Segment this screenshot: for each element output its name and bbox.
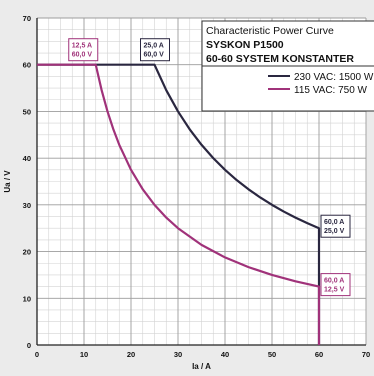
y-tick-label: 60 [23, 61, 31, 70]
annotation-text: 60,0 V [72, 52, 93, 59]
x-tick-label: 70 [362, 350, 370, 359]
annotation-text: 12,5 V [324, 287, 345, 294]
x-tick-label: 20 [127, 350, 135, 359]
legend-label-230: 230 VAC: 1500 W [294, 72, 374, 83]
y-tick-label: 40 [23, 154, 31, 163]
annotation-text: 60,0 A [324, 219, 344, 226]
chart-subtitle-line-1: SYSKON P1500 [206, 39, 284, 51]
y-tick-label: 50 [23, 107, 31, 116]
annotations: 12,5 A60,0 V25,0 A60,0 V60,0 A25,0 V60,0… [68, 38, 351, 297]
chart-title: Characteristic Power Curve [206, 25, 334, 37]
annotation-box: 12,5 A 60,0 V [68, 38, 99, 62]
annotation-box: 60,0 A 12,5 V [320, 273, 351, 297]
x-tick-label: 10 [80, 350, 88, 359]
annotation-frame [320, 273, 351, 297]
x-tick-label: 40 [221, 350, 229, 359]
annotation-text: 25,0 V [324, 228, 345, 235]
annotation-frame [140, 38, 170, 62]
annotation-text: 25,0 A [144, 43, 164, 50]
annotation-text: 60,0 V [144, 52, 165, 59]
annotation-frame [68, 38, 99, 62]
series [37, 63, 321, 345]
y-tick-label: 30 [23, 201, 31, 210]
x-tick-label: 0 [35, 350, 39, 359]
y-axis-label: Ua / V [3, 170, 12, 193]
chart-subtitle-line-2: 60-60 SYSTEM KONSTANTER [206, 53, 354, 65]
series-line-115vac [37, 63, 321, 345]
x-tick-label: 30 [174, 350, 182, 359]
annotation-text: 60,0 A [324, 278, 344, 285]
annotation-box: 60,0 A 25,0 V [320, 214, 351, 238]
annotation-text: 12,5 A [72, 43, 92, 50]
title-box: Characteristic Power Curve SYSKON P1500 … [201, 20, 374, 112]
x-tick-label: 50 [268, 350, 276, 359]
y-tick-label: 0 [27, 341, 31, 350]
y-tick-label: 20 [23, 248, 31, 257]
x-tick-label: 60 [315, 350, 323, 359]
series-line-230vac [37, 63, 321, 345]
axes: 0 10 20 30 40 50 60 70 0 10 20 30 40 50 60 70 Ia / A Ua /… [3, 14, 370, 371]
annotation-box: 25,0 A 60,0 V [140, 38, 170, 62]
legend-label-115: 115 VAC: 750 W [294, 85, 368, 96]
x-axis-label: Ia / A [192, 362, 211, 371]
y-tick-label: 70 [23, 14, 31, 23]
annotation-frame [320, 214, 351, 238]
y-tick-label: 10 [23, 294, 31, 303]
